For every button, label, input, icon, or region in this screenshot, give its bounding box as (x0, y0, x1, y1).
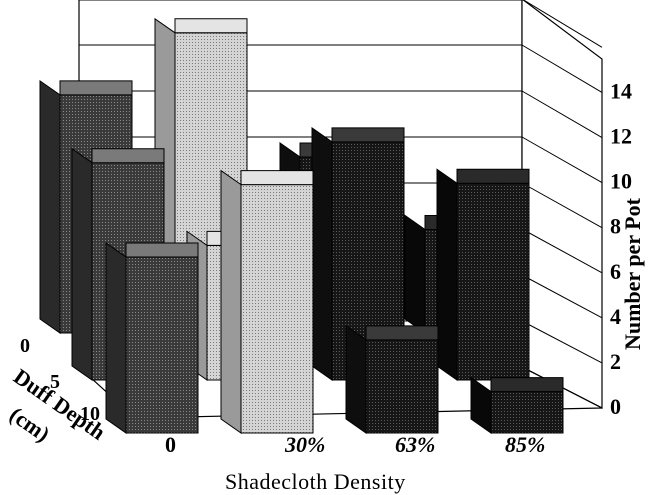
bar-top (125, 242, 199, 258)
bar-leftside (71, 147, 93, 381)
z-category-label: 0 (20, 335, 30, 357)
bar-leftside (39, 79, 61, 334)
bar-1-3 (436, 168, 530, 381)
y-axis-label: Number per Pot (620, 197, 645, 350)
x-category-label: 85% (505, 432, 545, 457)
y-tick-label: 14 (610, 78, 632, 103)
gridline-side (521, 44, 603, 93)
bar-top (240, 170, 314, 186)
x-category-label: 0 (165, 432, 176, 457)
bar-top (331, 127, 405, 143)
bar-top (91, 148, 165, 164)
side-wall (521, 0, 603, 409)
bar-top (174, 18, 248, 34)
bar-leftside (470, 376, 492, 434)
gridline-side (521, 320, 603, 364)
bar-top (456, 168, 530, 184)
bar-front (125, 256, 199, 434)
bar-2-3 (470, 376, 564, 434)
bar-leftside (404, 214, 426, 334)
gridline-side (521, 274, 603, 319)
bar-front (490, 391, 564, 434)
z-category-label: 10 (80, 403, 100, 425)
y-tick-label: 12 (610, 124, 632, 149)
x-axis-label: Shadecloth Density (225, 469, 406, 494)
bar-front (365, 339, 439, 434)
y-tick-label: 10 (610, 169, 632, 194)
bar-leftside (345, 324, 367, 434)
bar-leftside (105, 242, 127, 434)
y-tick-label: 6 (610, 259, 621, 284)
gridline-side (522, 0, 603, 48)
bar-front (240, 184, 314, 434)
z-category-label: 5 (50, 371, 60, 393)
bar-top (59, 80, 133, 96)
bar-leftside (220, 169, 242, 434)
bar-front (456, 182, 530, 381)
bar-top (490, 377, 564, 393)
bar-2-0 (105, 242, 199, 434)
x-category-label: 30% (284, 432, 325, 457)
y-tick-label: 4 (610, 304, 621, 329)
gridline-side (521, 228, 603, 274)
gridline-side (521, 182, 603, 229)
bar-leftside (436, 168, 458, 381)
bar-2-1 (220, 169, 314, 434)
gridline-side (521, 90, 603, 138)
y-tick-label: 0 (610, 394, 621, 419)
x-category-label: 63% (395, 432, 435, 457)
y-tick-label: 2 (610, 349, 621, 374)
y-tick-label: 8 (610, 214, 621, 239)
bar-2-2 (345, 324, 439, 434)
bars-group (39, 17, 564, 434)
bar-leftside (311, 126, 333, 381)
bar-top (365, 325, 439, 341)
gridline-side (521, 136, 603, 184)
